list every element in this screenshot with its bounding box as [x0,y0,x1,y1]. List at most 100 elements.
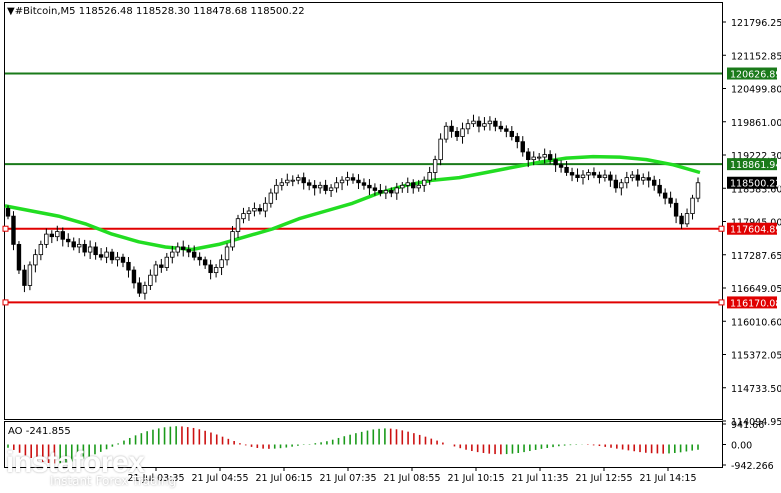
candle-body [104,251,109,258]
candle-body [339,179,345,184]
level-badge [727,67,777,80]
candle-body [504,128,509,132]
candle-body [197,256,202,261]
candle-body [646,177,651,181]
candle-body [662,192,668,199]
candle-body [27,264,33,286]
candle-body [181,246,186,250]
candle-body [44,233,49,245]
candle-body [690,197,695,214]
ao-tick-label: 941.66 [731,420,764,431]
candle-body [71,241,76,248]
price-tick-label: 118583.60 [731,184,781,195]
candle-body [246,210,252,214]
candle-body [126,261,131,271]
candle-body [575,174,580,179]
main-panel-frame [4,2,723,420]
price-tick-label: 114094.95 [731,417,781,428]
candle-body [400,184,405,189]
candle-body [443,125,449,140]
price-tick-label: 120499.80 [731,85,781,96]
candle-body [619,182,624,189]
price-tick-label: 121152.85 [731,51,781,62]
candle-body [684,213,690,225]
level-badge-label: 116170.08 [730,298,781,309]
candle-body [175,246,180,253]
candle-body [580,174,586,179]
candle-body [531,156,536,161]
price-tick-label: 114733.50 [731,384,781,395]
candle-body [274,184,279,194]
ao-tick-label: 0.00 [731,440,752,451]
candle-body [296,177,301,181]
candle-body [515,136,520,143]
candle-body [142,285,148,294]
candle-body [602,174,608,179]
candle-body [191,251,197,258]
candle-body [630,174,635,179]
current-price-label: 118500.22 [730,179,781,190]
candle-body [11,215,16,245]
candle-body [641,177,646,181]
candle-body [427,172,432,181]
candle-body [509,130,515,137]
candle-body [498,125,504,130]
time-tick-label: 21 Jul 04:55 [192,473,249,484]
level-badge-label: 117604.89 [730,225,781,236]
candle-body [38,243,44,256]
candle-body [421,179,427,186]
price-tick-label: 117287.65 [731,251,781,262]
time-tick-label: 21 Jul 03:35 [128,473,185,484]
watermark-logo: instaforex [6,446,145,479]
candle-body [66,238,71,243]
level-marker [718,299,725,306]
symbol-header: ▼#Bitcoin,M5 118526.48 118528.30 118478.… [7,6,305,17]
candle-body [241,213,246,220]
candle-body [131,269,137,284]
level-marker [2,299,9,306]
candle-body [356,179,361,184]
candle-body [285,179,290,184]
price-tick-label: 116010.60 [731,317,781,328]
candle-body [361,182,367,186]
time-tick-label: 21 Jul 10:15 [448,473,505,484]
candle-body [208,264,213,274]
candle-body [87,246,93,253]
price-tick-label: 119861.00 [731,118,781,129]
candle-body [55,231,60,238]
candle-body [5,208,11,217]
candle-body [312,184,317,189]
candle-body [49,233,55,238]
candle-body [465,123,471,130]
time-tick-label: 21 Jul 14:15 [640,473,697,484]
candle-body [235,218,241,232]
candle-body [389,190,394,194]
candle-body [372,187,378,191]
candle-body [613,179,619,189]
candle-body [668,197,673,204]
candle-body [60,231,65,240]
candle-body [115,256,120,261]
ao-tick-label: -942.266 [731,461,774,472]
candle-body [148,274,153,286]
candle-body [109,251,115,261]
level-badge-label: 118861.94 [730,160,781,171]
candle-body [323,184,328,191]
candle-body [394,187,400,194]
candle-body [230,231,235,248]
candle-body [153,264,159,276]
candle-body [635,174,640,181]
candle-body [411,182,416,189]
time-tick-label: 21 Jul 07:35 [320,473,377,484]
candle-body [547,154,553,161]
candle-body [657,184,662,194]
candle-body [328,187,334,191]
candle-body [405,182,410,186]
candle-body [454,130,460,137]
price-tick-label: 119222.30 [731,151,781,162]
candle-body [416,184,421,189]
candle-body [673,202,679,217]
level-badge [727,296,777,309]
